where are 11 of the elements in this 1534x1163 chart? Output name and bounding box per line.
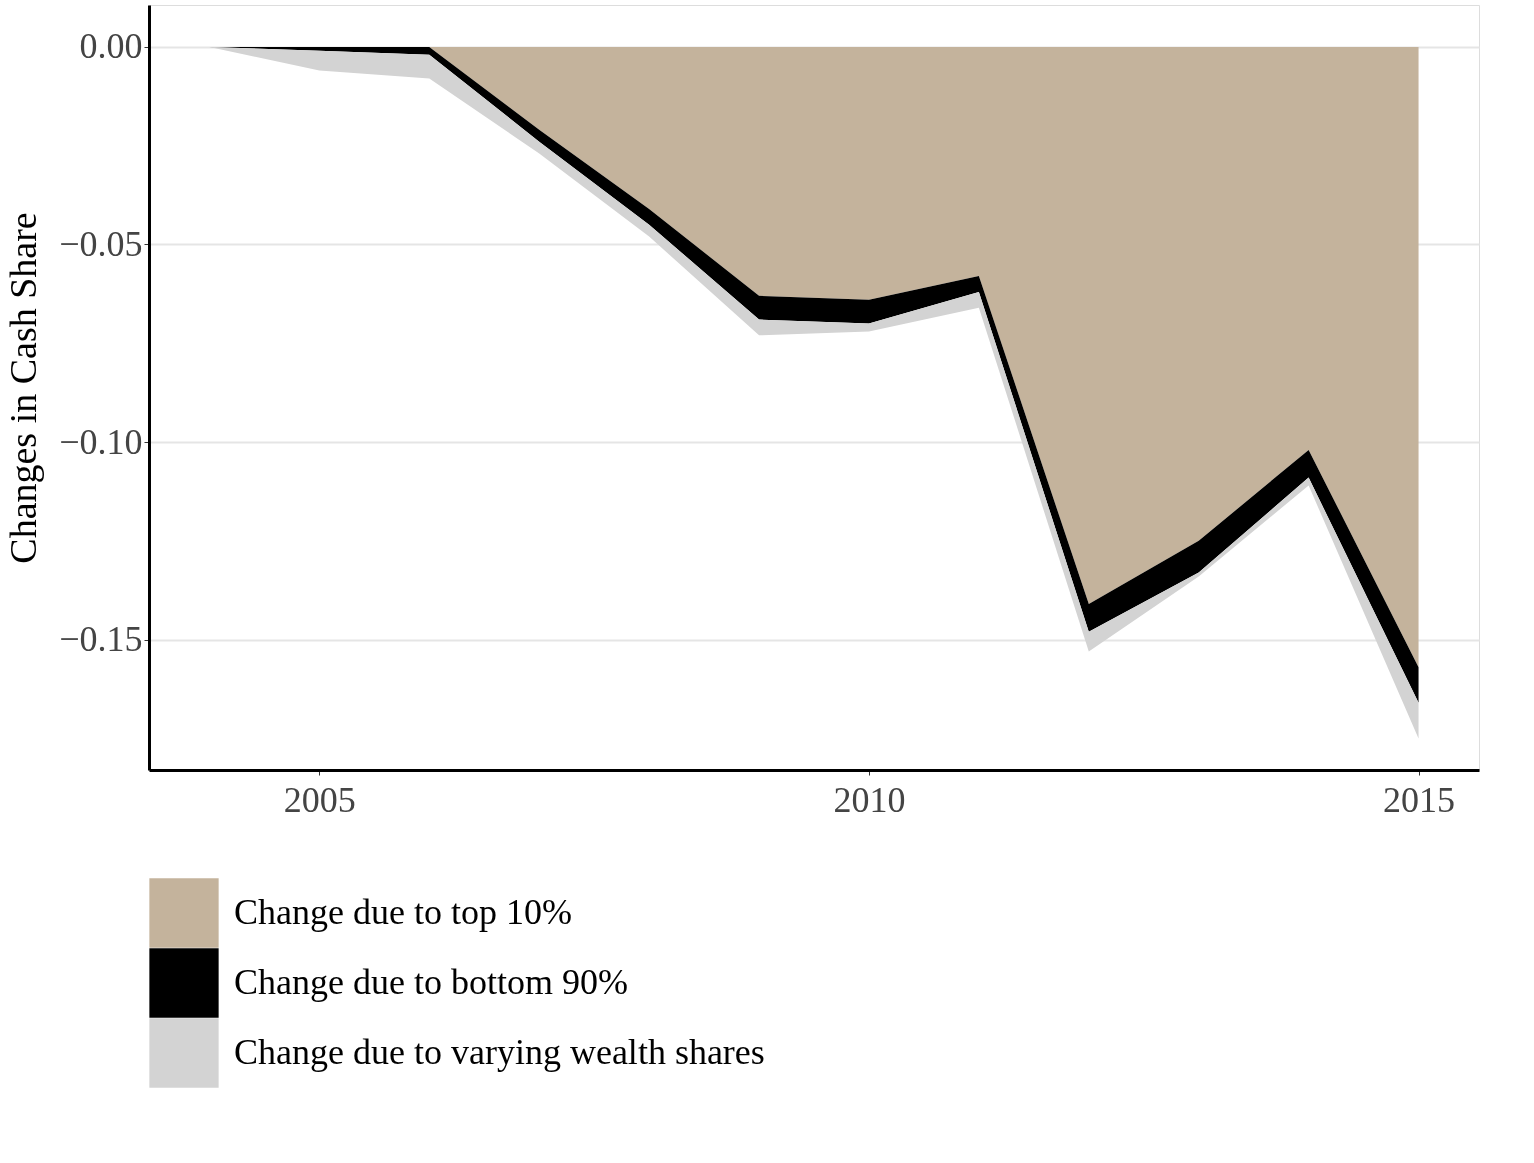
x-tick-label: 2005: [283, 779, 356, 820]
legend-label: Change due to bottom 90%: [234, 962, 628, 1002]
legend-label: Change due to top 10%: [234, 892, 572, 932]
y-axis-title: Changes in Cash Share: [2, 212, 45, 564]
x-tick-label: 2010: [833, 779, 906, 820]
y-tick-label: −0.05: [59, 223, 143, 264]
y-tick-label: −0.10: [59, 421, 143, 462]
legend-label: Change due to varying wealth shares: [234, 1032, 765, 1072]
x-tick-label: 2015: [1383, 779, 1456, 820]
y-tick-label: −0.15: [59, 619, 143, 660]
y-tick-label: 0.00: [79, 26, 143, 67]
